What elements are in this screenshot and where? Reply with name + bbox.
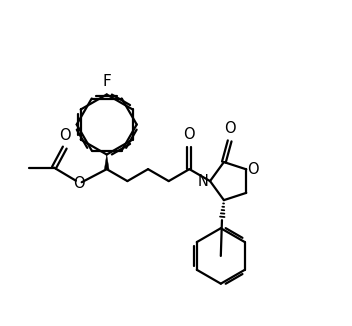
Text: O: O: [247, 162, 259, 177]
Polygon shape: [105, 155, 109, 169]
Text: F: F: [102, 74, 111, 89]
Text: O: O: [59, 128, 70, 143]
Text: O: O: [184, 127, 195, 142]
Text: O: O: [73, 176, 85, 191]
Text: O: O: [225, 121, 236, 136]
Text: N: N: [197, 173, 208, 189]
